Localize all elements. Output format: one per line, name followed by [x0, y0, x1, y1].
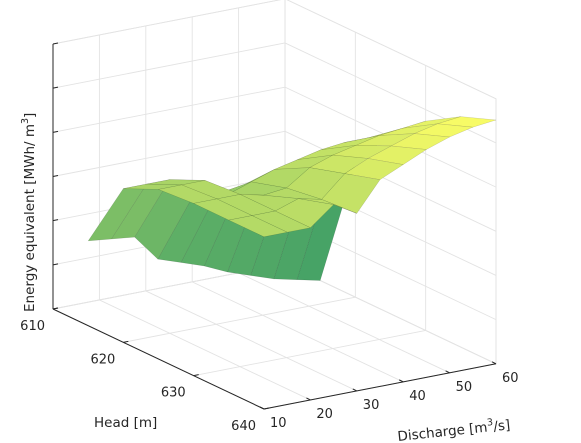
y-axis-line — [52, 308, 265, 410]
y-tick-mark-2 — [193, 374, 199, 377]
x-axis-line — [263, 363, 497, 410]
x-tick-label-60: 60 — [502, 371, 519, 386]
x-tick-mark-0 — [259, 406, 265, 410]
z-tick-5 — [52, 86, 59, 89]
x-axis-label-text: Discharge [m — [397, 420, 489, 443]
x-tick-mark-5 — [491, 361, 497, 365]
x-tick-label-20: 20 — [316, 407, 333, 422]
x-tick-mark-3 — [398, 379, 404, 383]
surface-mesh — [87, 116, 497, 281]
z-tick-3 — [52, 175, 59, 177]
z-tick-4 — [52, 130, 59, 133]
grid-x-floor-1 — [99, 299, 311, 401]
z-tick-1 — [52, 263, 59, 266]
z-axis-label-sup: 3 — [20, 118, 31, 124]
z-tick-2 — [52, 219, 59, 222]
surface-patch-4-7 — [390, 133, 451, 150]
grid-z-side-6 — [286, 0, 497, 100]
x-tick-mark-4 — [445, 370, 450, 374]
y-tick-mark-0 — [52, 307, 59, 310]
x-axis-label-sup: 3 — [486, 417, 493, 429]
grid-z-back-4 — [52, 86, 286, 133]
grid-x-floor-3 — [192, 281, 404, 383]
y-axis-label: Head [m] — [94, 415, 157, 431]
surface-patch-4-0 — [228, 215, 288, 238]
x-tick-label-10: 10 — [270, 416, 287, 431]
grid-x-floor-4 — [238, 272, 450, 374]
grid-y-floor-2 — [193, 330, 426, 377]
x-tick-label-40: 40 — [409, 389, 426, 404]
tick-labels: 10 20 30 40 50 60 610 620 630 640 — [20, 319, 518, 434]
z-tick-6 — [52, 42, 59, 45]
surface-patch-4-6 — [367, 145, 428, 165]
z-axis-label: Energy equivalent [MWh/ m3] — [20, 113, 38, 312]
y-tick-label-640: 640 — [231, 419, 256, 434]
y-tick-label-620: 620 — [90, 352, 115, 367]
grid-z-back-3 — [52, 130, 286, 177]
axis-lines — [52, 42, 497, 410]
x-tick-mark-1 — [306, 397, 311, 401]
y-tick-mark-3 — [263, 407, 270, 410]
grid-x-floor-2 — [145, 290, 357, 392]
x-axis-label-tail: /s] — [493, 417, 511, 435]
grid-y-floor-1 — [123, 296, 356, 343]
z-axis-label-text: Energy equivalent [MWh/ m — [22, 124, 38, 312]
grid-z-back-5 — [52, 42, 286, 89]
y-tick-label-610: 610 — [20, 319, 45, 334]
x-tick-mark-2 — [352, 388, 358, 392]
x-tick-label-50: 50 — [456, 380, 473, 395]
y-tick-mark-1 — [123, 340, 129, 343]
x-tick-label-30: 30 — [363, 398, 380, 413]
grid-z-side-3 — [284, 130, 497, 232]
y-tick-label-630: 630 — [161, 386, 186, 401]
z-axis-label-tail: ] — [22, 113, 38, 118]
x-axis-label: Discharge [m3/s] — [397, 415, 511, 443]
surface-patch-4-4 — [321, 173, 381, 214]
grid-z-back-6 — [52, 0, 282, 45]
